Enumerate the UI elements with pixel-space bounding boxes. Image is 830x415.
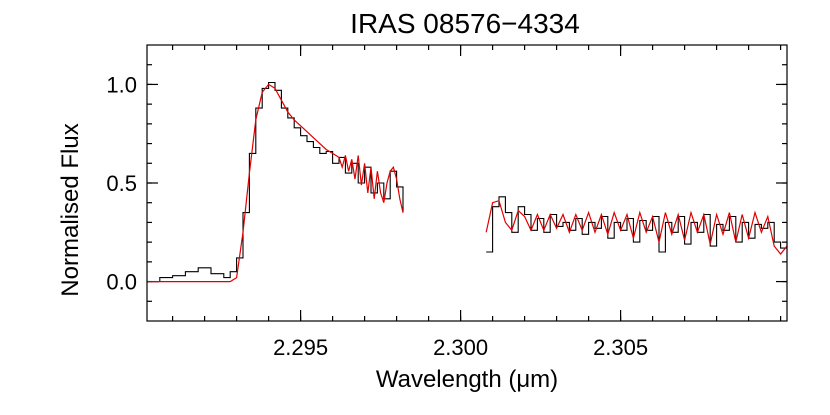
x-axis-label: Wavelength (μm) (376, 366, 558, 393)
y-tick-label: 1.0 (106, 72, 137, 97)
model-spectrum-line (147, 83, 404, 283)
plot-frame (146, 44, 788, 322)
x-tick-label: 2.305 (593, 335, 648, 360)
observed-spectrum-line (147, 81, 404, 283)
observed-spectrum-line (486, 196, 788, 253)
x-tick-label: 2.295 (273, 335, 328, 360)
y-tick-label: 0.0 (106, 270, 137, 295)
x-tick-label: 2.300 (433, 335, 488, 360)
y-axis-label: Normalised Flux (57, 123, 84, 296)
model-spectrum-line (485, 199, 788, 255)
plot-series (147, 81, 788, 283)
chart-title: IRAS 08576−4334 (350, 8, 580, 39)
axis-ticks: 2.295 2.300 2.305 0.0 0.5 1.0 (106, 45, 787, 360)
y-tick-label: 0.5 (106, 171, 137, 196)
